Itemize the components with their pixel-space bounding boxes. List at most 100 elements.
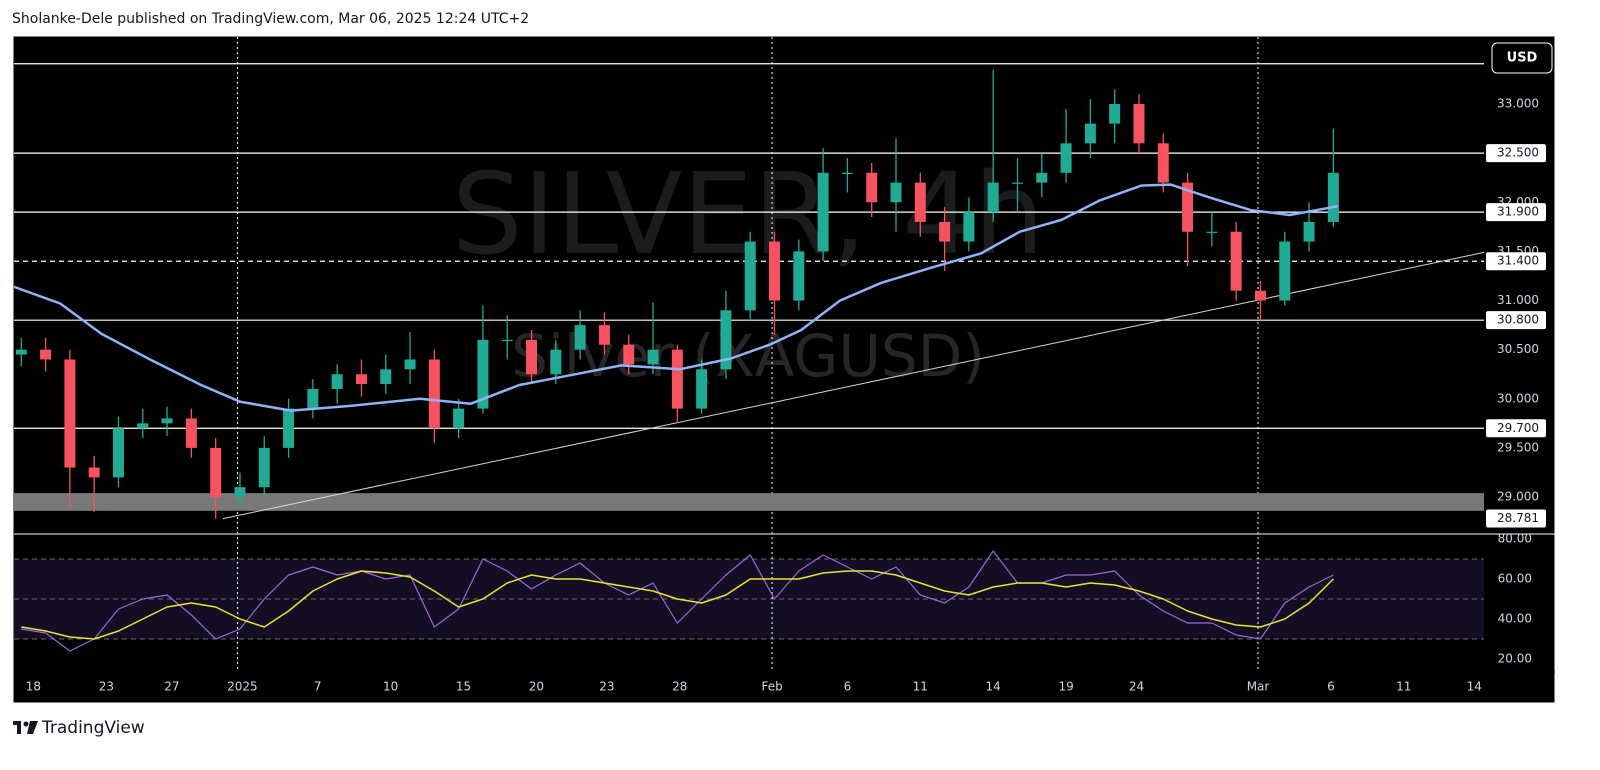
x-tick-label: Feb [761,680,782,694]
candle-body [1084,123,1096,144]
candle-body [88,467,100,478]
level-label-box [1486,252,1546,271]
candle-body [477,339,489,409]
candle-body [841,172,853,174]
level-label-box [1486,311,1546,330]
candle-body [720,310,732,370]
candle-body [696,369,708,409]
candle-body [1182,182,1194,232]
candle-body [112,428,124,478]
candle-body [1060,143,1072,173]
candle-body [161,418,173,424]
candle-body [793,251,805,301]
candle-body [647,349,659,365]
candle-body [1109,104,1121,124]
x-tick-label: 14 [1467,680,1482,694]
candle-body [1254,290,1266,301]
x-tick-label: 19 [1058,680,1073,694]
moving-average [13,183,1339,412]
x-tick-label: 27 [164,680,179,694]
candle-body [1327,172,1339,222]
level-label-box [1486,509,1546,528]
candle-body [914,182,926,222]
candle-body [987,182,999,213]
candle-body [307,388,319,409]
candle-body [1133,104,1145,144]
level-label: 30.800 [1497,313,1539,327]
level-label: 29.700 [1497,421,1539,435]
y-tick-label: 30.500 [1497,342,1539,356]
candle-body [671,349,683,409]
candle-body [1279,241,1291,301]
currency-button[interactable] [1491,42,1553,74]
candle-body [137,423,149,429]
watermark-sub: Silver (XAGUSD) [511,322,985,390]
candle-body [210,447,222,498]
candle-body [1206,231,1218,233]
logo-part [17,721,21,734]
rsi-tick-label: 20.00 [1498,652,1532,666]
candle-body [234,487,246,498]
candle-body [866,172,878,203]
candle-body [598,325,610,345]
rsi-tick-label: 40.00 [1498,612,1532,626]
y-tick-label: 30.000 [1497,391,1539,405]
candle-body [574,325,586,350]
rsi-tick-label: 60.00 [1498,572,1532,586]
y-tick-label: 31.000 [1497,293,1539,307]
candle-body [185,418,197,448]
level-label: 28.781 [1497,511,1539,525]
footer-brand: TradingView [41,718,145,738]
x-tick-label: 28 [672,680,687,694]
candle-body [623,344,635,365]
candle-body [1036,172,1048,183]
x-tick-label: 15 [456,680,471,694]
candle-body [40,349,52,360]
candle-body [963,212,975,242]
level-label: 31.900 [1497,205,1539,219]
candle-body [526,339,538,375]
level-label-box [1486,419,1546,438]
candle-body [769,241,781,301]
trendline [222,251,1485,520]
x-tick-label: 24 [1129,680,1144,694]
x-tick-label: 20 [529,680,544,694]
logo-part [23,721,29,727]
candle-body [331,374,343,389]
x-tick-label: 14 [986,680,1001,694]
x-tick-label: 6 [844,680,852,694]
candle-body [1230,231,1242,291]
candle-body [15,349,27,355]
candle-body [1011,182,1023,184]
level-label: 31.400 [1497,254,1539,268]
y-tick-label: 29.500 [1497,440,1539,454]
support-zone [14,493,1484,511]
level-label: 32.500 [1497,146,1539,160]
candle-body [453,408,465,429]
candle-body [817,172,829,252]
x-tick-label: Mar [1247,680,1270,694]
candle-body [404,359,416,370]
rsi-line [21,550,1334,652]
level-label-box [1486,203,1546,222]
x-tick-label: 23 [599,680,614,694]
currency-label[interactable]: USD [1507,51,1538,66]
candle-body [744,241,756,311]
x-tick-label: 2025 [227,680,258,694]
y-tick-label: 29.000 [1497,490,1539,504]
candle-body [1303,221,1315,242]
candle-body [258,447,270,488]
x-tick-label: 23 [99,680,114,694]
y-tick-label: 33.000 [1497,97,1539,111]
x-tick-label: 7 [314,680,322,694]
candle-body [550,349,562,375]
candle-body [355,374,367,385]
rsi-line [21,570,1334,640]
footer-logo [13,721,38,734]
candle-body [428,359,440,429]
candle-body [1157,143,1169,183]
header: Sholanke-Dele published on TradingView.c… [12,11,529,27]
x-tick-label: 6 [1327,680,1335,694]
